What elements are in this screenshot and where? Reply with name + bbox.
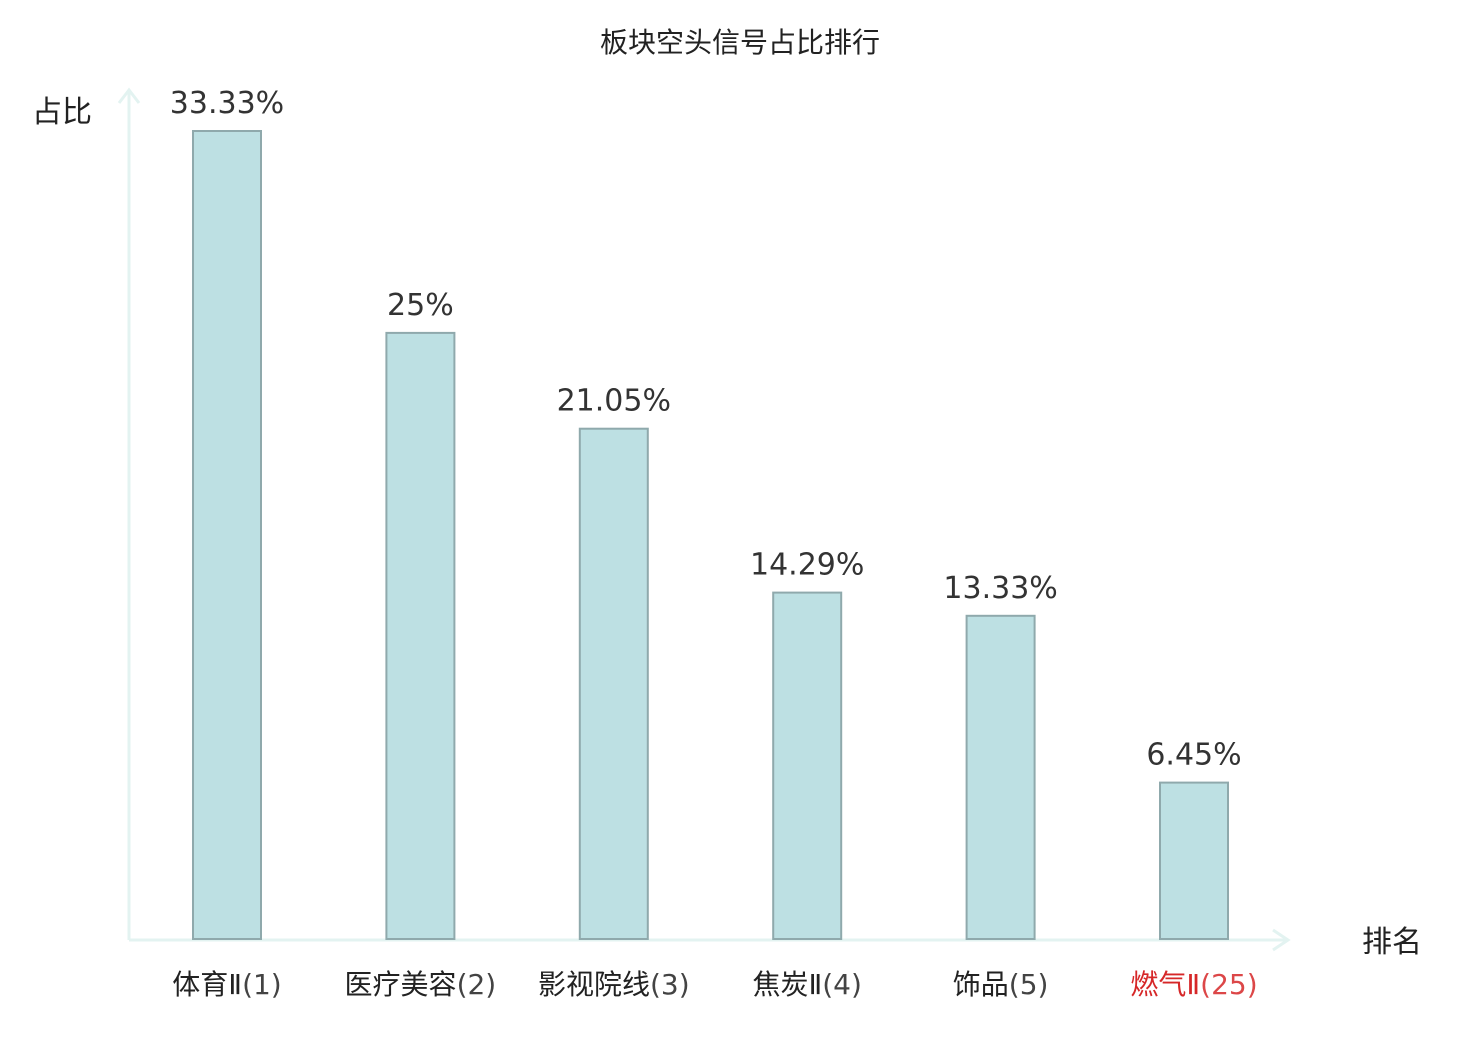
- bars-group: [192, 130, 1229, 940]
- value-label-2: 25%: [387, 288, 454, 323]
- x-axis-arrowhead: [1272, 928, 1291, 952]
- value-label-1: 33.33%: [170, 86, 284, 121]
- bar-5: [965, 614, 1036, 940]
- value-label-4: 14.29%: [750, 548, 864, 583]
- x-tick-label-6: 燃气Ⅱ(25): [1130, 968, 1257, 1001]
- x-tick-label-name: 焦炭Ⅱ: [752, 968, 822, 1001]
- bar-4: [772, 591, 843, 940]
- value-label-6: 6.45%: [1146, 738, 1241, 773]
- x-tick-label-4: 焦炭Ⅱ(4): [752, 968, 861, 1001]
- bar-2: [385, 331, 456, 940]
- x-tick-label-3: 影视院线(3): [538, 968, 690, 1001]
- x-tick-label-rank: (5): [1009, 968, 1049, 1001]
- x-tick-label-1: 体育Ⅱ(1): [172, 968, 281, 1001]
- x-tick-label-2: 医疗美容(2): [345, 968, 497, 1001]
- bar-3: [578, 427, 649, 940]
- x-tick-label-name: 燃气Ⅱ: [1130, 968, 1200, 1001]
- axes: [117, 87, 1291, 952]
- x-axis-title: 排名: [1362, 925, 1422, 960]
- x-tick-label-rank: (4): [822, 968, 862, 1001]
- x-tick-label-rank: (2): [457, 968, 497, 1001]
- x-tick-label-name: 医疗美容: [345, 968, 457, 1001]
- x-tick-label-5: 饰品(5): [953, 968, 1049, 1001]
- value-label-3: 21.05%: [557, 384, 671, 419]
- y-axis-arrowhead: [117, 87, 141, 104]
- x-tick-label-rank: (1): [242, 968, 282, 1001]
- value-labels-group: 33.33% 25% 21.05% 14.29% 13.33% 6.45%: [170, 86, 1242, 773]
- value-label-5: 13.33%: [943, 571, 1057, 606]
- bar-1: [192, 130, 262, 940]
- x-tick-label-rank: (25): [1200, 968, 1257, 1001]
- y-axis-title: 占比: [32, 95, 92, 130]
- x-tick-label-rank: (3): [650, 968, 690, 1001]
- x-tick-label-name: 影视院线: [538, 968, 650, 1001]
- chart-title: 板块空头信号占比排行: [600, 26, 880, 59]
- x-tick-label-name: 体育Ⅱ: [172, 968, 242, 1001]
- bar-6: [1159, 781, 1229, 940]
- category-labels-group: 体育Ⅱ(1) 医疗美容(2) 影视院线(3) 焦炭Ⅱ(4) 饰品(5) 燃气Ⅱ(25): [172, 968, 1257, 1001]
- x-tick-label-name: 饰品: [953, 968, 1009, 1001]
